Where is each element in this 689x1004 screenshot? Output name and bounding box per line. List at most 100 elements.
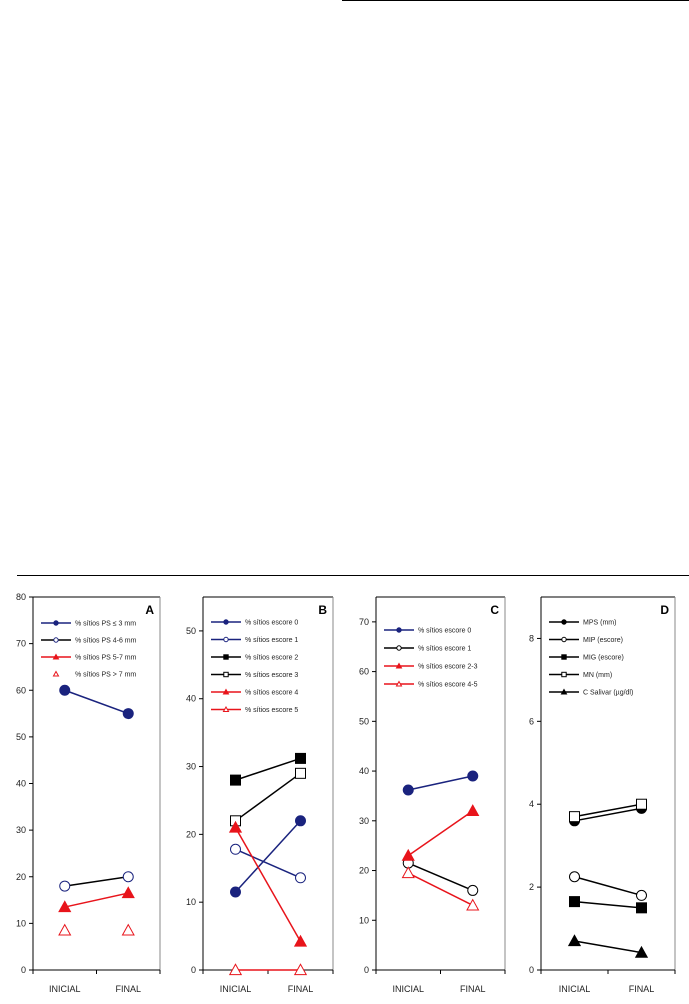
- data-point: [466, 898, 480, 911]
- series-line: [407, 872, 474, 907]
- data-point: [230, 774, 241, 786]
- series-line: [574, 940, 642, 954]
- legend-marker: [560, 688, 568, 695]
- data-point: [293, 963, 308, 976]
- x-tick-label: FINAL: [460, 984, 486, 994]
- data-point: [569, 871, 580, 883]
- legend-label: % sítios escore 4: [245, 690, 298, 697]
- y-tick-label: 0: [364, 965, 369, 975]
- data-point: [295, 752, 306, 764]
- y-tick-label: 60: [359, 667, 369, 677]
- x-tick-label: INICIAL: [559, 984, 591, 994]
- y-tick-label: 70: [16, 639, 26, 649]
- y-tick-label: 10: [16, 918, 26, 928]
- section-divider-rule: [17, 575, 689, 576]
- series-line: [235, 757, 301, 781]
- series-line: [64, 892, 129, 908]
- y-tick-label: 40: [16, 779, 26, 789]
- y-tick-label: 0: [21, 965, 26, 975]
- series-line: [408, 775, 473, 791]
- legend-label: % sítios escore 2: [245, 655, 298, 662]
- series-line: [235, 848, 301, 879]
- series-line: [407, 810, 474, 857]
- data-point: [636, 902, 647, 914]
- y-tick-label: 20: [16, 872, 26, 882]
- series-line: [574, 876, 642, 897]
- y-tick-label: 80: [16, 592, 26, 602]
- panel-letter: B: [318, 603, 327, 617]
- x-tick-label: INICIAL: [49, 984, 81, 994]
- panel-letter: A: [145, 603, 154, 617]
- legend-marker: [223, 671, 229, 678]
- y-tick-label: 0: [529, 965, 534, 975]
- y-tick-label: 30: [359, 816, 369, 826]
- y-tick-label: 0: [191, 965, 196, 975]
- y-tick-label: 50: [186, 626, 196, 636]
- data-point: [401, 866, 415, 879]
- data-point: [401, 848, 415, 861]
- legend-label: % sítios escore 5: [245, 707, 298, 714]
- data-point: [58, 900, 72, 913]
- legend-marker: [395, 680, 403, 687]
- data-point: [467, 884, 479, 896]
- data-point: [402, 784, 414, 796]
- legend-label: % sítios escore 1: [245, 637, 298, 644]
- legend-marker: [223, 636, 229, 643]
- legend-marker: [53, 620, 59, 626]
- y-tick-label: 20: [186, 829, 196, 839]
- series-line: [64, 689, 129, 715]
- legend-label: C Salivar (µg/dl): [583, 690, 633, 697]
- legend-marker: [561, 636, 567, 643]
- y-tick-label: 20: [359, 866, 369, 876]
- y-tick-label: 50: [16, 732, 26, 742]
- data-point: [295, 767, 306, 779]
- data-point: [295, 872, 306, 884]
- panel-d: 0 2 4 6 8 INICIAL FINAL D MPS (mm) MIP (escore) MI…: [529, 596, 676, 994]
- y-tick-label: 6: [529, 716, 534, 726]
- data-point: [122, 708, 134, 720]
- series-line: [574, 803, 642, 818]
- y-tick-label: 60: [16, 685, 26, 695]
- y-tick-label: 2: [529, 882, 534, 892]
- legend-label: % sítios escore 3: [245, 672, 298, 679]
- y-tick-label: 70: [359, 617, 369, 627]
- data-point: [59, 684, 71, 696]
- data-point: [228, 820, 243, 833]
- series-line: [574, 900, 642, 909]
- data-point: [569, 896, 580, 908]
- legend-marker: [561, 654, 567, 660]
- y-tick-label: 40: [186, 694, 196, 704]
- legend-marker: [52, 670, 60, 677]
- y-tick-label: 50: [359, 716, 369, 726]
- panel-c: 0 10 20 30 40 50 60 70 INICIAL FINAL C % sítios esc…: [359, 596, 506, 994]
- legend-label: % sítios escore 4-5: [418, 682, 478, 689]
- y-tick-label: 8: [529, 633, 534, 643]
- x-tick-label: FINAL: [629, 984, 655, 994]
- x-tick-label: INICIAL: [220, 984, 252, 994]
- legend-marker: [53, 637, 59, 643]
- data-point: [636, 798, 647, 810]
- series-line: [235, 772, 301, 822]
- series-line: [234, 820, 302, 893]
- data-point: [467, 770, 479, 782]
- panel-a: 0 10 20 30 40 50 60 70 80 INICIAL FINAL A % sítios P…: [16, 592, 161, 994]
- legend-marker: [222, 705, 230, 713]
- legend-label: % sítios PS ≤ 3 mm: [75, 621, 136, 628]
- legend-label: % sítios escore 2-3: [418, 664, 478, 671]
- legend-label: % sítios PS > 7 mm: [75, 672, 136, 679]
- legend-label: % sítios escore 0: [245, 620, 298, 627]
- y-tick-label: 40: [359, 766, 369, 776]
- legend-label: % sítios escore 0: [418, 628, 471, 635]
- data-point: [466, 804, 480, 816]
- panel-b: 0 10 20 30 40 50 INICIAL FINAL B % sítios escore …: [186, 596, 334, 994]
- legend-marker: [561, 671, 567, 678]
- y-tick-label: 30: [16, 825, 26, 835]
- y-tick-label: 30: [186, 762, 196, 772]
- x-tick-label: INICIAL: [392, 984, 424, 994]
- legend-label: % sítios PS 5-7 mm: [75, 655, 137, 662]
- x-tick-label: FINAL: [115, 984, 141, 994]
- y-tick-label: 10: [359, 915, 369, 925]
- data-point: [228, 963, 243, 976]
- legend-label: MPS (mm): [583, 620, 616, 627]
